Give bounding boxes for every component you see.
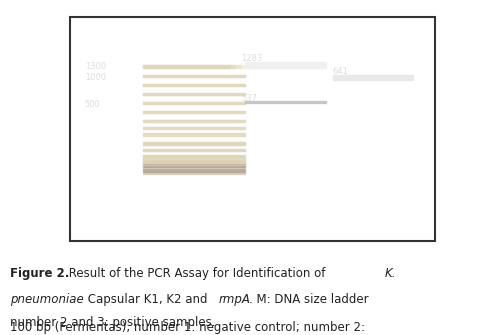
Bar: [143, 142, 245, 145]
Text: Result of the PCR Assay for Identification of: Result of the PCR Assay for Identificati…: [65, 267, 330, 280]
Bar: [245, 101, 326, 103]
Bar: [143, 127, 245, 129]
Bar: [143, 159, 245, 162]
Bar: [333, 75, 413, 80]
Bar: [143, 93, 245, 95]
Text: 1000: 1000: [84, 73, 105, 82]
Bar: [245, 62, 326, 68]
Bar: [236, 59, 334, 71]
Text: rmpA: rmpA: [219, 293, 250, 306]
Bar: [143, 164, 245, 166]
Text: 641: 641: [333, 67, 348, 76]
Text: . M: DNA size ladder: . M: DNA size ladder: [248, 293, 368, 306]
Bar: [143, 155, 245, 158]
Bar: [143, 120, 245, 122]
Bar: [143, 165, 245, 168]
Bar: [143, 169, 245, 171]
Text: Capsular K1, K2 and: Capsular K1, K2 and: [84, 293, 212, 306]
Bar: [143, 172, 245, 174]
Bar: [324, 72, 422, 82]
Bar: [143, 155, 245, 158]
Text: pneumoniae: pneumoniae: [10, 293, 84, 306]
Text: 100 bp (Fermentas), number 1: negative control; number 2:: 100 bp (Fermentas), number 1: negative c…: [10, 321, 365, 334]
Text: number 2 and 3: positive samples.: number 2 and 3: positive samples.: [10, 316, 216, 329]
Bar: [143, 148, 245, 151]
Bar: [143, 111, 245, 113]
Bar: [143, 84, 245, 86]
Bar: [143, 161, 245, 162]
Text: 1283: 1283: [242, 54, 263, 63]
Text: 537: 537: [242, 94, 258, 103]
Bar: [143, 133, 245, 136]
Text: 500: 500: [84, 100, 100, 109]
Bar: [143, 111, 245, 113]
Bar: [143, 133, 245, 136]
Bar: [143, 65, 245, 68]
Bar: [143, 120, 245, 122]
Bar: [143, 162, 245, 164]
Bar: [143, 75, 245, 77]
Bar: [143, 84, 245, 86]
Bar: [143, 65, 245, 68]
Bar: [143, 102, 245, 104]
Text: 1300: 1300: [84, 62, 105, 71]
Bar: [242, 61, 329, 69]
Text: K.: K.: [384, 267, 396, 280]
Bar: [329, 74, 417, 81]
Bar: [143, 159, 245, 162]
Bar: [143, 142, 245, 145]
Bar: [230, 57, 340, 73]
Text: Figure 2.: Figure 2.: [10, 267, 70, 280]
Bar: [143, 93, 245, 95]
Bar: [143, 171, 245, 172]
Bar: [143, 102, 245, 104]
Bar: [143, 127, 245, 129]
Bar: [143, 75, 245, 77]
Bar: [143, 148, 245, 151]
Bar: [318, 70, 428, 84]
Bar: [143, 167, 245, 169]
